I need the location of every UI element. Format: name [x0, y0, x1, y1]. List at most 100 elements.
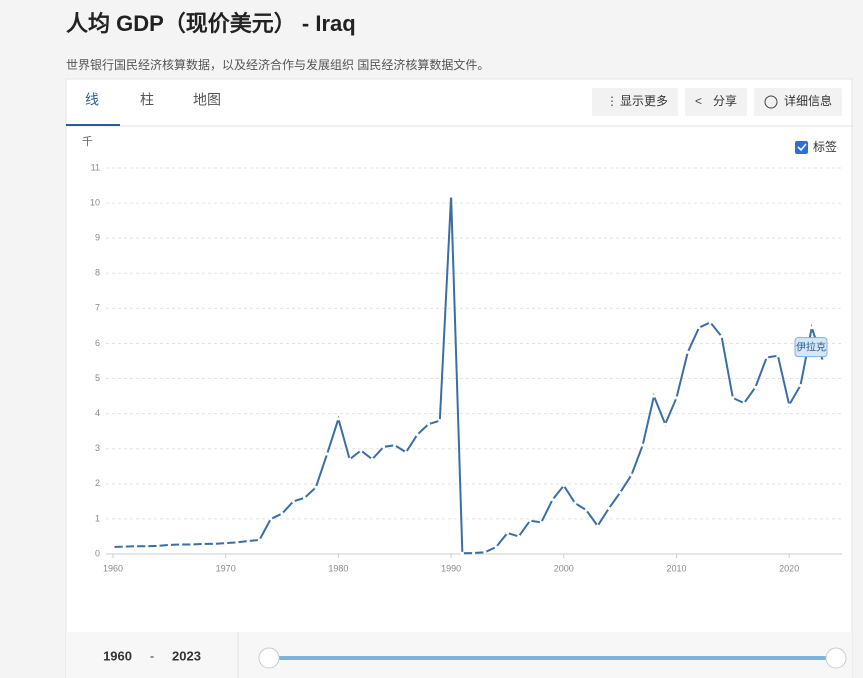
point [325, 452, 329, 456]
point [719, 334, 724, 339]
point [505, 531, 510, 535]
point [472, 551, 476, 555]
point [201, 542, 205, 546]
point [810, 326, 814, 330]
range-start: 1960 [103, 648, 132, 663]
x-tick-label: 1990 [441, 563, 461, 573]
slider-handle[interactable] [258, 647, 280, 669]
point [212, 542, 217, 546]
x-tick-label: 1980 [328, 563, 348, 573]
x-tick-label: 1970 [216, 563, 236, 573]
button[interactable] [754, 88, 842, 116]
point [618, 490, 622, 495]
point [742, 401, 746, 405]
button-label: 详细信息 [784, 93, 832, 108]
button[interactable] [685, 88, 747, 116]
point [370, 457, 374, 461]
y-tick-label: 3 [95, 443, 100, 453]
button-label: 分享 [713, 93, 737, 108]
y-tick-label: 2 [95, 478, 100, 488]
point [753, 385, 757, 389]
range-end: 2023 [172, 648, 201, 663]
point [562, 483, 566, 488]
range-separator: - [150, 648, 154, 663]
point [235, 540, 239, 545]
y-tick-label: 10 [90, 197, 100, 207]
icon: ⋮ [606, 94, 618, 108]
point [246, 539, 250, 543]
checkbox-label: 标签 [813, 139, 837, 154]
point [404, 450, 408, 454]
point [596, 524, 600, 528]
point [652, 394, 656, 398]
y-tick-label: 8 [95, 268, 100, 278]
point [314, 485, 318, 489]
icon: < [695, 94, 702, 108]
tab[interactable]: 地图 [193, 92, 221, 108]
point [674, 396, 679, 400]
point [167, 543, 171, 547]
icon [764, 95, 778, 109]
point [483, 550, 487, 554]
point [133, 544, 138, 548]
point [415, 433, 419, 437]
point [821, 359, 825, 363]
tab[interactable]: 线 [85, 92, 99, 108]
point [663, 422, 667, 426]
point [731, 396, 735, 400]
point [336, 417, 340, 421]
point [460, 551, 464, 555]
point [686, 350, 690, 354]
y-tick-label: 11 [91, 162, 100, 172]
button-label: 显示更多 [620, 94, 668, 108]
point [517, 534, 521, 539]
point [528, 519, 532, 523]
subtitle: 世界银行国民经济核算数据，以及经济合作与发展组织 国民经济核算数据文件。 [66, 57, 489, 72]
series-line [112, 196, 824, 555]
checkbox[interactable] [795, 141, 808, 154]
point [494, 545, 498, 549]
point [359, 448, 363, 453]
point [302, 496, 307, 500]
point [381, 445, 386, 449]
tab[interactable]: 柱 [140, 92, 154, 108]
y-tick-label: 9 [95, 233, 100, 243]
point [348, 457, 352, 461]
point [798, 383, 803, 388]
card [65, 78, 853, 678]
point [257, 538, 262, 542]
point [438, 419, 442, 423]
y-tick-label: 6 [95, 338, 100, 348]
button[interactable] [592, 88, 678, 116]
x-tick-label: 1960 [103, 563, 123, 573]
x-tick-label: 2010 [666, 563, 686, 573]
point [584, 508, 588, 512]
point [449, 194, 453, 198]
point [179, 542, 183, 547]
annotation: 伊拉克 [796, 340, 826, 353]
title: 人均 GDP（现价美元） - Iraq [66, 11, 356, 36]
point [190, 542, 194, 547]
point [426, 422, 431, 426]
y-tick-label: 7 [95, 303, 100, 313]
point [122, 545, 126, 549]
point [539, 520, 543, 525]
slider-handle[interactable] [825, 647, 847, 669]
y-tick-label: 5 [95, 373, 100, 383]
annotation-box [794, 337, 828, 358]
check [797, 143, 807, 152]
y-tick-label: 1 [95, 513, 100, 523]
x-tick-label: 2020 [779, 563, 799, 573]
point [280, 512, 284, 516]
point [145, 544, 149, 548]
point [629, 473, 634, 477]
range-bar [66, 632, 852, 678]
y-tick-label: 0 [95, 548, 100, 558]
point [573, 501, 577, 505]
point [776, 354, 780, 358]
point [291, 499, 295, 503]
point [111, 545, 115, 549]
point [697, 326, 701, 330]
